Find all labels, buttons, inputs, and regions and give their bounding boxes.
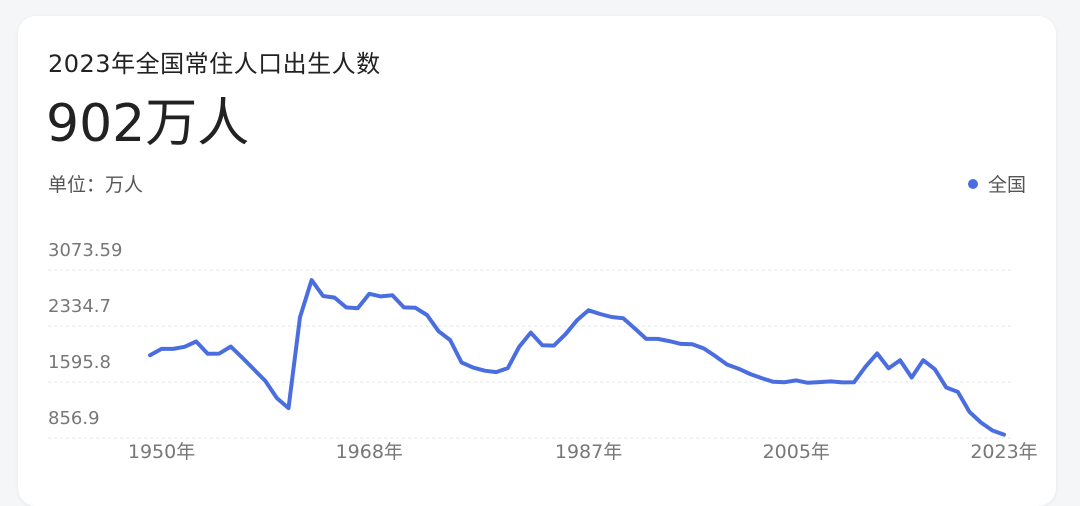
x-tick-label: 1968年 [336, 441, 403, 463]
x-tick-label: 1950年 [128, 441, 195, 463]
unit-label: 单位：万人 [48, 174, 144, 196]
headline-value: 902万人 [46, 94, 250, 154]
y-tick-label: 856.9 [48, 408, 100, 429]
series-line [148, 278, 1006, 437]
legend-dot-icon [967, 178, 978, 189]
x-tick-label: 1987年 [555, 441, 622, 463]
y-tick-label: 2334.7 [48, 296, 111, 317]
line-chart: 3073.59 2334.7 1595.8 856.9 1950年 1968年 1987年 2… [48, 240, 1038, 463]
y-tick-label: 1595.8 [48, 352, 111, 373]
x-tick-label: 2023年 [970, 441, 1037, 463]
y-tick-label: 3073.59 [48, 240, 122, 261]
card-title: 2023年全国常住人口出生人数 [48, 50, 381, 78]
legend-label: 全国 [987, 174, 1026, 196]
x-tick-label: 2005年 [763, 441, 830, 463]
birth-stat-card: 2023年全国常住人口出生人数 902万人 单位：万人 全国 [18, 16, 1056, 506]
legend[interactable]: 全国 [967, 170, 1026, 197]
